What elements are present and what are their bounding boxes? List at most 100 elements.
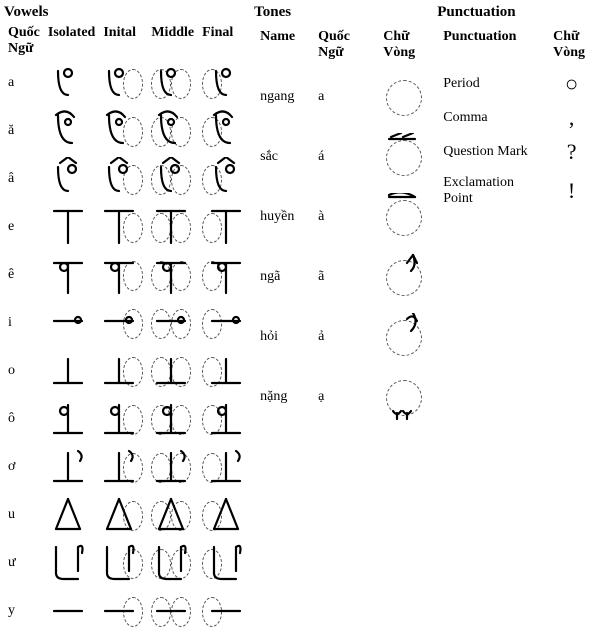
vowel-cell-initial — [99, 347, 147, 395]
punctuation-table: Punctuation Chữ Vòng Period○Comma,Questi… — [437, 23, 596, 213]
vowels-header-initial: Inital — [99, 23, 147, 59]
tone-glyph — [377, 187, 429, 247]
vowel-cell-middle — [147, 59, 198, 107]
vowel-cell-initial — [99, 299, 147, 347]
punctuation-symbol: ? — [547, 135, 596, 169]
vowel-cell-final — [198, 59, 246, 107]
tone-qn: ạ — [312, 367, 377, 427]
vowel-cell-final — [198, 107, 246, 155]
vowel-qn-label: â — [4, 155, 44, 203]
vowel-cell-final — [198, 347, 246, 395]
vowel-cell-isolated — [44, 539, 99, 587]
vowel-cell-isolated — [44, 443, 99, 491]
vowel-cell-isolated — [44, 107, 99, 155]
vowel-cell-middle — [147, 539, 198, 587]
vowel-row: â — [4, 155, 246, 203]
tones-title: Tones — [254, 4, 429, 21]
page-root: Vowels Quốc Ngữ Isolated Inital Middle F… — [4, 4, 596, 635]
punctuation-row: Question Mark? — [437, 135, 596, 169]
punctuation-title: Punctuation — [437, 4, 596, 21]
vowels-table: Quốc Ngữ Isolated Inital Middle Final aă… — [4, 23, 246, 635]
tones-body: ngangasắcáhuyềnàngããhỏiảnặngạ — [254, 67, 429, 427]
tone-glyph — [377, 367, 429, 427]
tone-name: sắc — [254, 127, 312, 187]
tones-header-row: Name Quốc Ngữ Chữ Vòng — [254, 23, 429, 67]
vowel-cell-middle — [147, 587, 198, 635]
vowel-cell-initial — [99, 155, 147, 203]
tone-name: hỏi — [254, 307, 312, 367]
vowel-row: ô — [4, 395, 246, 443]
vowels-header-row: Quốc Ngữ Isolated Inital Middle Final — [4, 23, 246, 59]
vowels-header-isolated: Isolated — [44, 23, 99, 59]
vowel-row: ê — [4, 251, 246, 299]
vowel-cell-isolated — [44, 251, 99, 299]
tone-name: nặng — [254, 367, 312, 427]
vowel-qn-label: i — [4, 299, 44, 347]
vowel-cell-middle — [147, 107, 198, 155]
tone-name: ngang — [254, 67, 312, 127]
vowel-cell-isolated — [44, 491, 99, 539]
vowel-cell-initial — [99, 443, 147, 491]
vowel-row: a — [4, 59, 246, 107]
vowels-body: aăâeêioôơuưy — [4, 59, 246, 635]
vowel-cell-final — [198, 443, 246, 491]
vowel-cell-initial — [99, 107, 147, 155]
vowel-cell-middle — [147, 443, 198, 491]
vowel-qn-label: o — [4, 347, 44, 395]
vowel-cell-isolated — [44, 59, 99, 107]
punctuation-row: Period○ — [437, 67, 596, 101]
vowel-cell-isolated — [44, 299, 99, 347]
punctuation-body: Period○Comma,Question Mark?Exclamation P… — [437, 67, 596, 213]
vowel-cell-middle — [147, 347, 198, 395]
vowel-row: i — [4, 299, 246, 347]
tone-row: nặngạ — [254, 367, 429, 427]
vowel-cell-initial — [99, 59, 147, 107]
vowel-cell-initial — [99, 251, 147, 299]
vowel-row: ư — [4, 539, 246, 587]
tone-qn: à — [312, 187, 377, 247]
punctuation-symbol: ○ — [547, 67, 596, 101]
tone-qn: ã — [312, 247, 377, 307]
vowel-row: ơ — [4, 443, 246, 491]
vowel-qn-label: ô — [4, 395, 44, 443]
punctuation-header-row: Punctuation Chữ Vòng — [437, 23, 596, 67]
vowel-cell-final — [198, 395, 246, 443]
tone-qn: ả — [312, 307, 377, 367]
vowel-cell-final — [198, 491, 246, 539]
vowel-qn-label: e — [4, 203, 44, 251]
vowel-row: o — [4, 347, 246, 395]
vowel-cell-initial — [99, 587, 147, 635]
tones-section: Tones Name Quốc Ngữ Chữ Vòng ngangasắcáh… — [254, 4, 429, 427]
vowel-qn-label: ê — [4, 251, 44, 299]
tone-name: ngã — [254, 247, 312, 307]
vowel-cell-middle — [147, 395, 198, 443]
punctuation-name: Exclamation Point — [437, 169, 547, 213]
tone-row: huyềnà — [254, 187, 429, 247]
vowel-cell-final — [198, 251, 246, 299]
vowel-row: u — [4, 491, 246, 539]
vowel-cell-final — [198, 539, 246, 587]
vowel-cell-initial — [99, 491, 147, 539]
vowel-cell-middle — [147, 491, 198, 539]
vowels-section: Vowels Quốc Ngữ Isolated Inital Middle F… — [4, 4, 246, 635]
tone-glyph — [377, 67, 429, 127]
punctuation-row: Exclamation Point! — [437, 169, 596, 213]
punctuation-name: Question Mark — [437, 135, 547, 169]
punctuation-row: Comma, — [437, 101, 596, 135]
vowel-cell-final — [198, 203, 246, 251]
vowel-cell-final — [198, 587, 246, 635]
vowel-cell-middle — [147, 251, 198, 299]
punctuation-symbol: ! — [547, 169, 596, 213]
vowel-row: y — [4, 587, 246, 635]
vowels-header-qn: Quốc Ngữ — [4, 23, 44, 59]
vowel-qn-label: y — [4, 587, 44, 635]
vowel-cell-final — [198, 299, 246, 347]
punctuation-symbol: , — [547, 101, 596, 135]
vowel-cell-initial — [99, 203, 147, 251]
punctuation-section: Punctuation Punctuation Chữ Vòng Period○… — [437, 4, 596, 213]
punctuation-header-name: Punctuation — [437, 23, 547, 67]
punctuation-name: Period — [437, 67, 547, 101]
tone-qn: á — [312, 127, 377, 187]
vowel-qn-label: u — [4, 491, 44, 539]
vowel-qn-label: ư — [4, 539, 44, 587]
